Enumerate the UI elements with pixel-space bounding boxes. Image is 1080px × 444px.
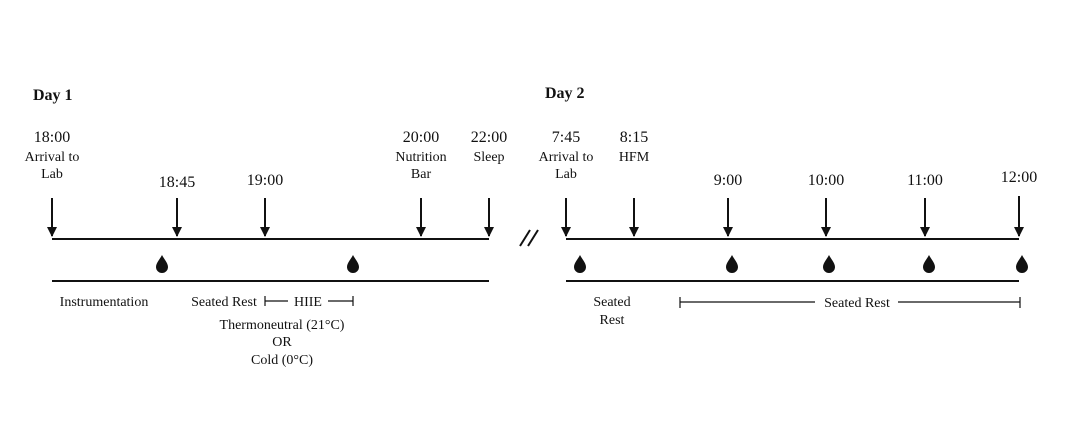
phase-label: Rest (600, 313, 625, 328)
time: 12:00 (1001, 169, 1037, 186)
event-label: Nutrition (395, 150, 446, 165)
time: 10:00 (808, 172, 844, 189)
phase-label: Instrumentation (60, 295, 149, 310)
time: 7:45 (552, 129, 580, 146)
event-label: HFM (619, 150, 650, 165)
condition: OR (272, 335, 292, 350)
event-label: Lab (555, 167, 577, 182)
time: 11:00 (907, 172, 943, 189)
event-label: Lab (41, 167, 63, 182)
phase-label: Seated Rest (824, 296, 890, 311)
phase-label: HIIE (294, 295, 322, 310)
events: 7:45 Arrival to Lab 8:15 HFM 9:00 10:00 … (539, 129, 1038, 189)
time: 18:45 (159, 174, 195, 191)
day-title: Day 2 (545, 85, 585, 102)
arrows (561, 196, 1024, 237)
phase-label: Seated (593, 295, 630, 310)
time: 20:00 (403, 129, 439, 146)
hiie-bracket (264, 296, 354, 306)
condition: Thermoneutral (21°C) (220, 318, 345, 333)
time: 18:00 (34, 129, 70, 146)
event-label: Arrival to (25, 150, 80, 165)
time: 22:00 (471, 129, 507, 146)
seated-rest-bracket (679, 297, 1021, 308)
time: 9:00 (714, 172, 742, 189)
event-label: Sleep (473, 150, 504, 165)
time: 19:00 (247, 172, 283, 189)
event-label: Bar (411, 167, 432, 182)
condition: Cold (0°C) (251, 353, 313, 368)
time: 8:15 (620, 129, 648, 146)
arrows (47, 198, 494, 237)
event-label: Arrival to (539, 150, 594, 165)
phase-label: Seated Rest (191, 295, 257, 310)
break-mark (519, 229, 539, 247)
events: 18:00 Arrival to Lab 18:45 19:00 20:00 N… (25, 129, 508, 191)
day-title: Day 1 (33, 87, 73, 104)
